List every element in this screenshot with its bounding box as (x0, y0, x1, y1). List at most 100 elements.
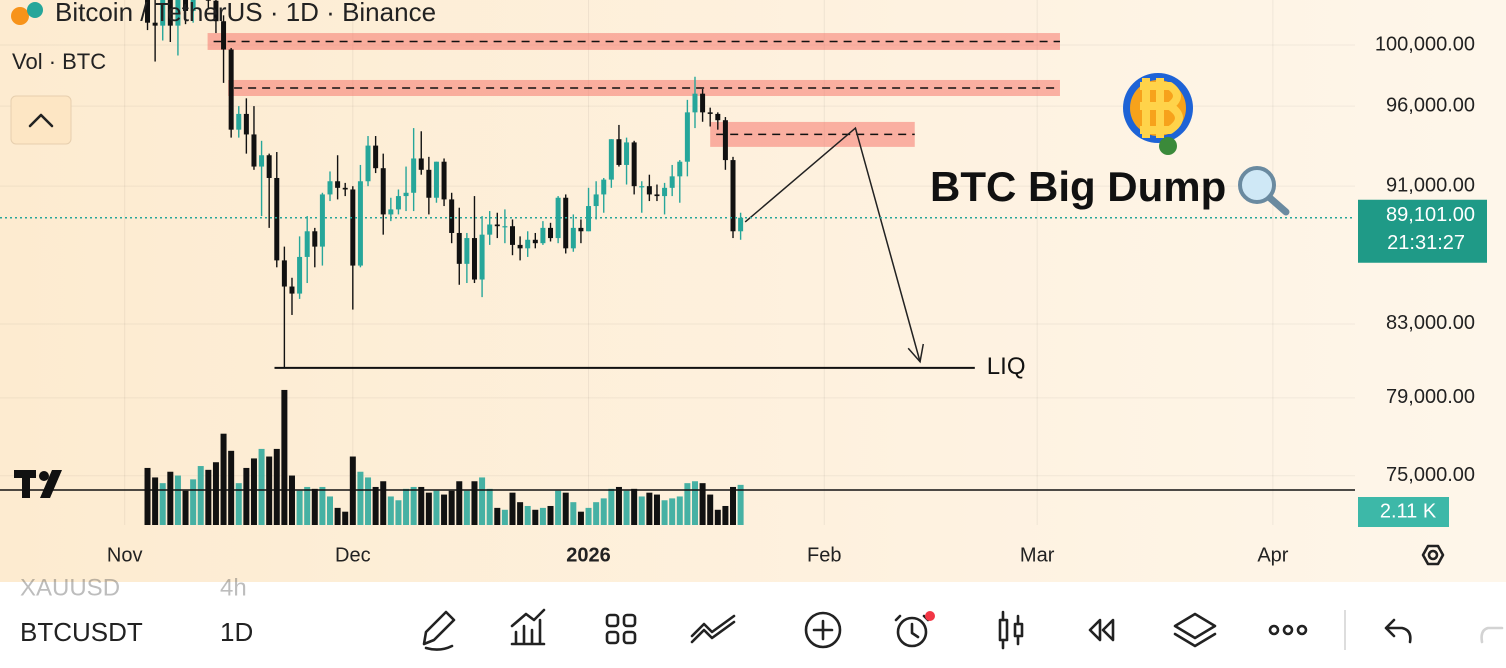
candle-body (517, 244, 523, 249)
volume-bar (707, 494, 714, 525)
candle-body (601, 179, 607, 195)
collapse-button[interactable] (10, 95, 72, 145)
candle-body (190, 0, 196, 11)
volume-bar (547, 505, 554, 525)
interval[interactable]: 1D (220, 617, 253, 647)
symbol-title: Bitcoin / TetherUS · 1D · Binance (55, 0, 436, 27)
volume-bar (235, 483, 242, 525)
volume-bar (212, 462, 219, 525)
candle-body (145, 0, 151, 23)
candle-body (593, 194, 599, 207)
candle-body (213, 0, 219, 22)
chevron-up-icon[interactable] (28, 113, 54, 128)
candle-body (631, 142, 637, 187)
arrow-head (907, 343, 925, 364)
volume-bar (509, 492, 516, 525)
volume-bar (463, 490, 470, 525)
layers-icon[interactable] (1173, 612, 1217, 648)
plot (0, 0, 1355, 525)
volume-bar (646, 492, 653, 525)
candle-body (624, 142, 630, 165)
compare-icon[interactable] (690, 614, 736, 644)
volume-bar (691, 481, 698, 525)
indicators-icon[interactable] (510, 608, 546, 646)
layout-icon[interactable] (605, 613, 637, 645)
candle-body (441, 161, 447, 200)
candle-body (319, 194, 325, 247)
candle-body (692, 93, 698, 113)
volume-bar (608, 488, 615, 525)
candle-body (525, 239, 531, 249)
candle-body (479, 234, 485, 280)
toolbar-background (0, 582, 1506, 668)
candle-body (388, 209, 394, 215)
volume-bar (486, 488, 493, 525)
volume-bar (357, 471, 364, 525)
y-tick-label: 83,000.00 (1386, 312, 1475, 334)
add-icon[interactable] (804, 611, 842, 649)
y-tick-label: 91,000.00 (1386, 174, 1475, 196)
volume-bar (494, 507, 501, 525)
previous-interval[interactable]: 4h (220, 574, 247, 601)
candle-body (335, 181, 341, 188)
settings-icon[interactable] (1421, 544, 1445, 566)
volume-title: Vol · BTC (12, 49, 106, 74)
undo-icon[interactable] (1384, 618, 1412, 644)
last-volume-box (1358, 497, 1449, 527)
y-tick-label: 79,000.00 (1386, 386, 1475, 408)
previous-symbol[interactable]: XAUUSD (20, 574, 120, 601)
volume-bar (456, 481, 463, 525)
candle-body (167, 0, 173, 26)
last-price-box (1358, 199, 1487, 263)
volume-bar (539, 507, 546, 525)
volume-bar (585, 507, 592, 525)
x-tick-label: Mar (1020, 544, 1055, 566)
candle-body (266, 155, 272, 178)
candle-body (243, 113, 249, 135)
candle-body (380, 168, 386, 215)
chart-type-icon[interactable] (998, 610, 1024, 650)
candle-body (327, 181, 333, 195)
tether-icon (27, 2, 43, 18)
candle-body (684, 112, 690, 162)
candle-body (304, 231, 310, 257)
candle-body (403, 192, 409, 197)
volume-bar (562, 492, 569, 525)
candle-body (646, 186, 652, 195)
volume-bar (174, 475, 181, 525)
volume-bar (250, 458, 257, 525)
redo-icon[interactable] (1480, 626, 1504, 644)
volume-bar (730, 486, 737, 525)
alert-icon[interactable] (894, 611, 935, 648)
volume-bar (266, 456, 273, 525)
axes: 100,000.00 96,000.00 91,000.00 83,000.00 79,… (107, 33, 1475, 566)
volume-bar (311, 488, 318, 525)
candle-body (540, 227, 546, 244)
volume-bar (342, 511, 349, 525)
candle-body (152, 22, 158, 26)
volume-bar (395, 500, 402, 525)
more-icon[interactable] (1268, 624, 1308, 636)
candle-body (289, 286, 295, 294)
volume-bar (600, 498, 607, 525)
volume-bar (433, 490, 440, 525)
symbol[interactable]: BTCUSDT (20, 617, 143, 647)
volume-bar (418, 486, 425, 525)
volume-bar (372, 486, 379, 525)
volume-bar (182, 490, 189, 525)
volume-bar (319, 486, 326, 525)
candle-body (259, 155, 265, 167)
volume-bar (334, 507, 341, 525)
y-tick-label: 96,000.00 (1386, 94, 1475, 116)
candle-body (183, 0, 189, 11)
volume-bar (425, 492, 432, 525)
volume-bar (517, 502, 524, 525)
drawing-tool-icon[interactable] (422, 610, 456, 651)
candle-body (494, 224, 500, 227)
volume-bar (243, 467, 250, 525)
volume-bar (737, 484, 744, 525)
volume-bar (699, 483, 706, 525)
x-tick-label: Dec (335, 544, 371, 566)
replay-icon[interactable] (1088, 618, 1115, 642)
